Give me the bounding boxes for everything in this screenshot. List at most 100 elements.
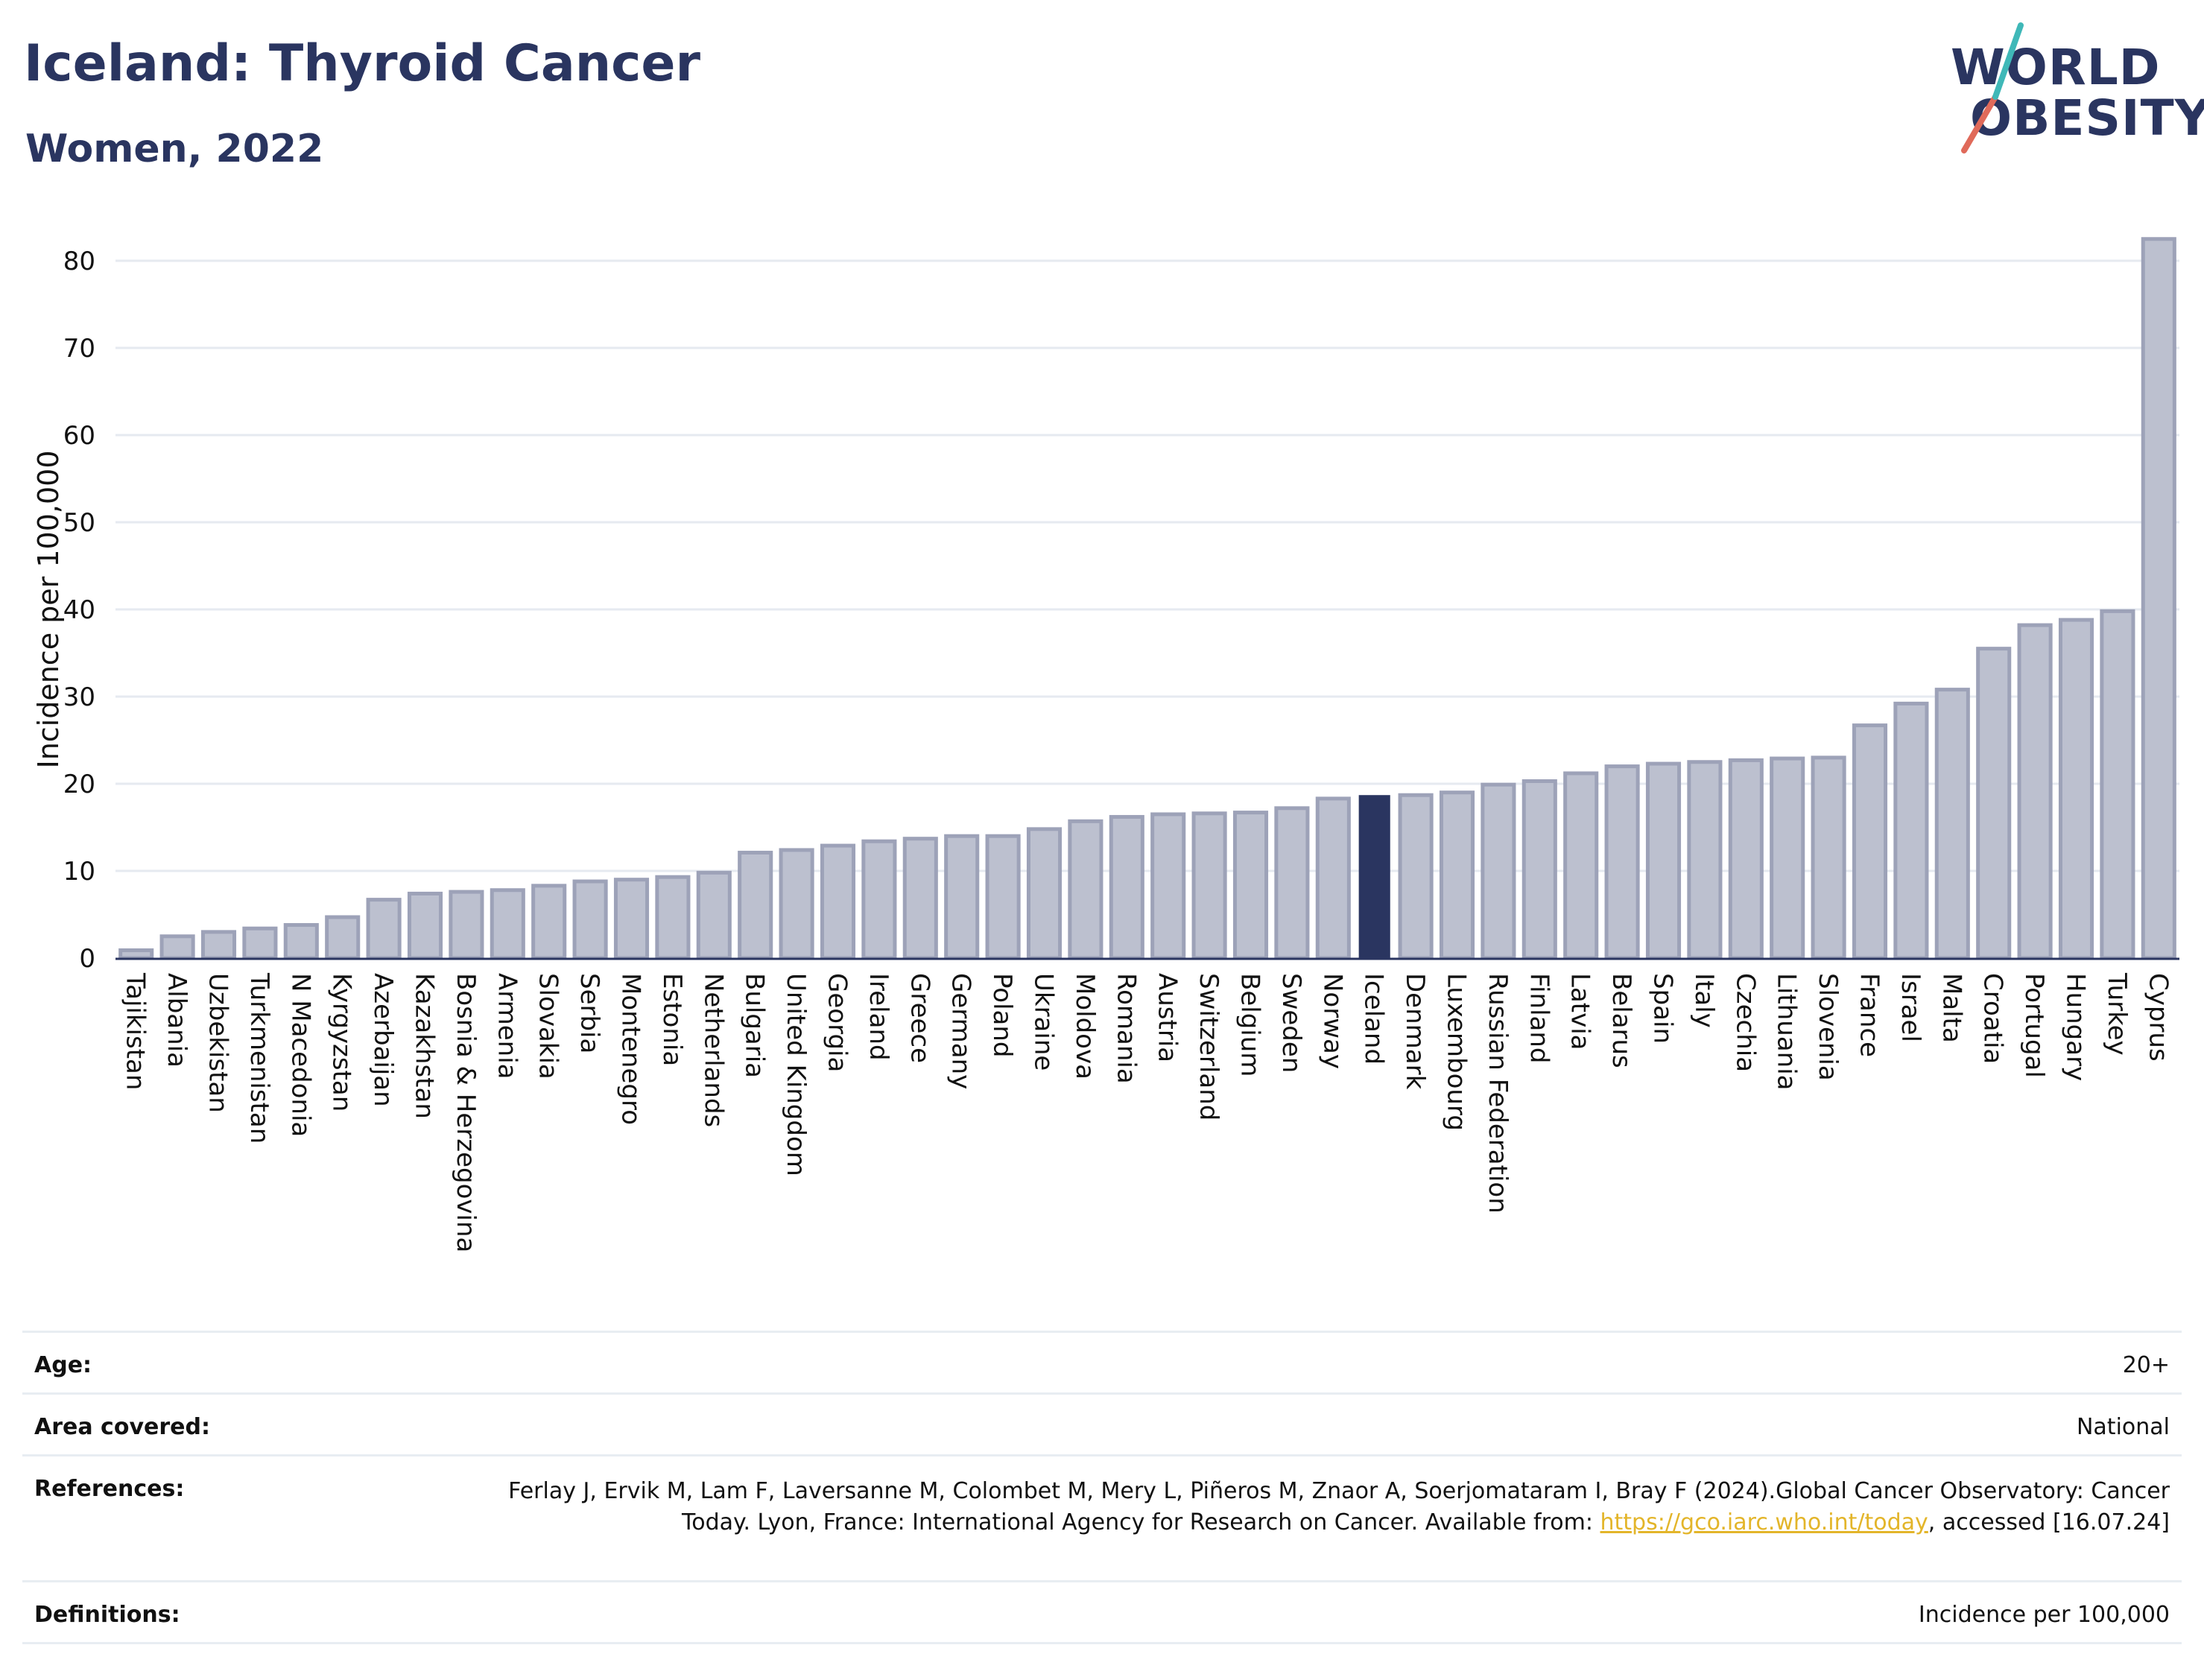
bar (1770, 756, 1805, 960)
bar (861, 839, 897, 960)
bar (902, 837, 938, 960)
bar (1604, 764, 1640, 960)
bar (283, 923, 319, 960)
bar (779, 848, 814, 960)
x-tick-label: Hungary (2061, 973, 2091, 1081)
references-text-part2: , accessed [16.07.24] (1928, 1509, 2170, 1535)
bar (325, 915, 361, 960)
y-tick-label: 40 (63, 595, 95, 625)
x-tick-label: Iceland (1359, 973, 1389, 1065)
bar (531, 884, 567, 960)
age-label: Age: (34, 1352, 92, 1378)
bar (1232, 811, 1269, 960)
bar (1728, 758, 1764, 960)
bar (1811, 755, 1846, 960)
bar (407, 891, 443, 960)
x-tick-label: Romania (1111, 973, 1141, 1084)
x-tick-label: Cyprus (2143, 973, 2173, 1062)
bar (1274, 806, 1310, 960)
x-tick-label: Georgia (823, 973, 852, 1072)
y-tick-label: 50 (63, 508, 95, 538)
x-tick-label: Finland (1524, 973, 1554, 1064)
x-tick-label: Bulgaria (740, 973, 770, 1078)
x-tick-label: Kazakhstan (410, 973, 440, 1119)
chart-title: Iceland: Thyroid Cancer (24, 34, 701, 93)
logo-word-obesity: OBESITY (1970, 89, 2204, 147)
info-row-area: Area covered: National (22, 1392, 2182, 1454)
x-tick-label: Germany (946, 973, 976, 1089)
x-tick-label: Turkmenistan (244, 972, 274, 1144)
bar (366, 898, 402, 960)
chart-subtitle: Women, 2022 (25, 127, 324, 171)
x-tick-label: Estonia (657, 973, 687, 1066)
bar-chart: 0 10 20 30 40 50 60 70 80 Tajikistan Albania Uzbeki… (32, 237, 2179, 1252)
bar (1150, 812, 1186, 960)
x-tick-label: Albania (162, 973, 191, 1068)
x-tick-label: Czechia (1730, 973, 1760, 1072)
bar (944, 834, 980, 960)
area-value: National (2076, 1414, 2170, 1440)
bar (1852, 723, 1888, 960)
x-tick-label: France (1855, 973, 1884, 1057)
bar (1934, 688, 1970, 960)
bar (1481, 782, 1516, 960)
bar (2100, 609, 2135, 960)
y-tick-label: 10 (63, 857, 95, 887)
x-tick-label: Belarus (1606, 973, 1636, 1068)
x-tick-label: Ukraine (1029, 973, 1059, 1071)
definitions-value: Incidence per 100,000 (1918, 1602, 2170, 1628)
x-tick-label: Belgium (1235, 973, 1265, 1077)
bar (1191, 811, 1227, 960)
x-tick-label: Moldova (1070, 973, 1100, 1080)
x-tick-label: Austria (1153, 973, 1182, 1062)
definitions-label: Definitions: (34, 1602, 180, 1628)
x-tick-label: Switzerland (1194, 973, 1223, 1120)
references-label: References: (34, 1476, 185, 1502)
bar (449, 890, 484, 960)
bar-highlighted (1358, 795, 1390, 958)
x-tick-label: Norway (1317, 973, 1347, 1069)
x-tick-label: Spain (1648, 973, 1678, 1044)
x-tick-label: Netherlands (698, 973, 728, 1127)
y-tick-label: 80 (63, 247, 95, 276)
x-tick-label: Italy (1689, 973, 1719, 1028)
bar (1563, 771, 1599, 960)
y-tick-label: 20 (63, 770, 95, 799)
x-tick-label: Turkey (2102, 972, 2132, 1056)
x-tick-label: Greece (905, 973, 934, 1063)
info-row-age: Age: 20+ (22, 1331, 2182, 1392)
x-tick-label: Russian Federation (1483, 973, 1513, 1214)
bar (613, 878, 650, 960)
bar (490, 888, 525, 960)
x-tick-label: Latvia (1565, 973, 1595, 1050)
bar (1398, 793, 1434, 960)
x-tick-label: N Macedonia (285, 973, 315, 1137)
x-tick-label: Bosnia & Herzegovina (451, 973, 481, 1252)
x-tick-label: Sweden (1276, 973, 1306, 1073)
bar (1109, 814, 1144, 960)
bar (696, 870, 732, 960)
age-value: 20+ (2122, 1352, 2170, 1378)
x-tick-label: Lithuania (1772, 973, 1802, 1090)
bar (572, 879, 608, 960)
references-link[interactable]: https://gco.iarc.who.int/today (1600, 1509, 1928, 1535)
bar (738, 850, 773, 960)
bar (2141, 237, 2176, 960)
x-tick-label: Serbia (574, 973, 604, 1053)
references-value: Ferlay J, Ervik M, Lam F, Laversanne M, … (456, 1476, 2170, 1538)
x-tick-label: Portugal (2019, 973, 2049, 1078)
y-tick-label: 70 (63, 334, 95, 364)
x-tick-label: Uzbekistan (203, 973, 233, 1113)
bar (820, 843, 856, 960)
logo-word-world: WORLD (1951, 39, 2161, 96)
info-row-definitions: Definitions: Incidence per 100,000 (22, 1580, 2182, 1644)
bar (2017, 623, 2053, 960)
bar (242, 926, 278, 960)
area-label: Area covered: (34, 1414, 210, 1440)
bar (1068, 819, 1103, 960)
bar (118, 948, 154, 960)
bar (1026, 827, 1063, 960)
x-tick-label: Tajikistan (121, 972, 151, 1090)
bar (1687, 760, 1723, 960)
bar (159, 934, 195, 960)
